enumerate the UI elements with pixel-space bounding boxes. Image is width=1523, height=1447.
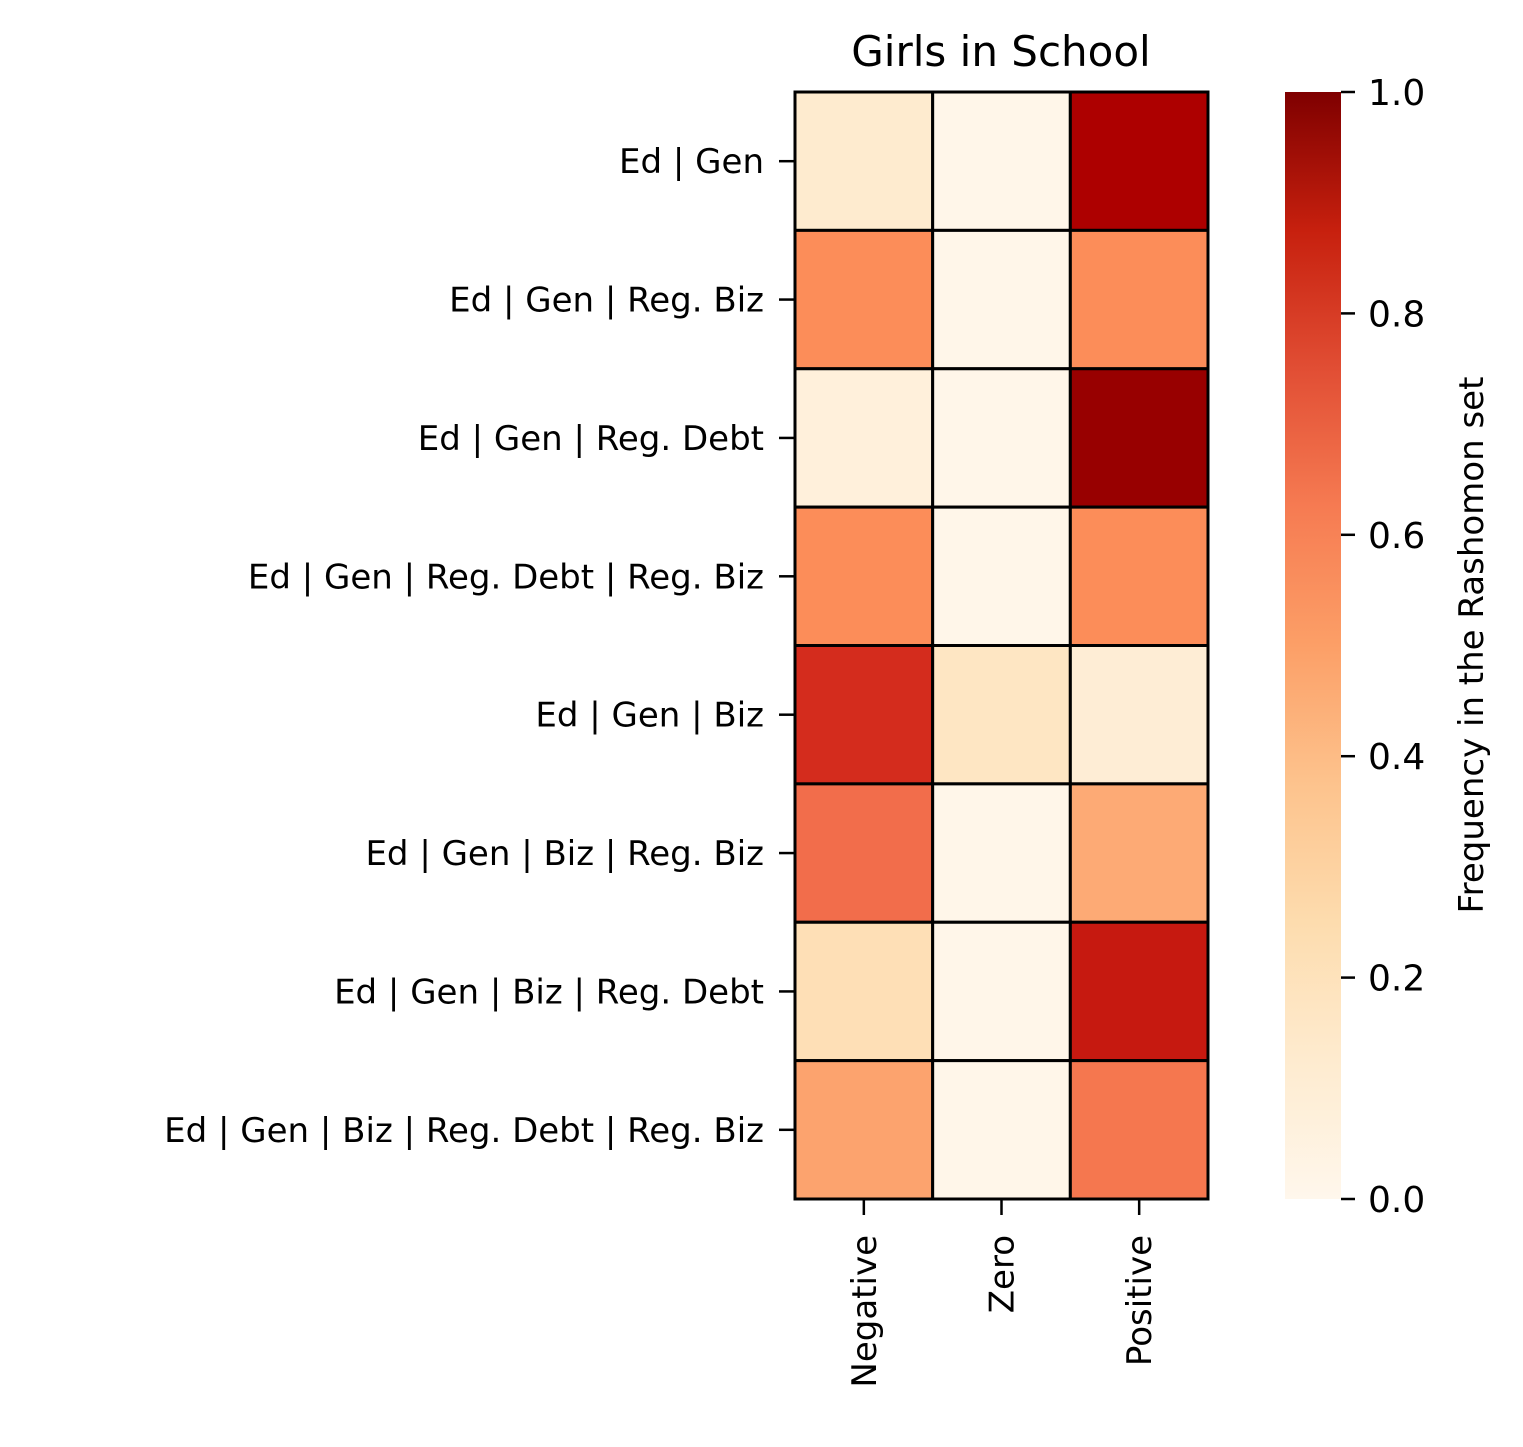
heatmap-cell [793, 90, 935, 232]
x-tick-label: Positive [1120, 1235, 1160, 1366]
heatmap-cell [1068, 1059, 1210, 1201]
y-tick-label: Ed | Gen | Biz | Reg. Biz [365, 834, 764, 874]
colorbar [1285, 92, 1341, 1199]
y-tick-label: Ed | Gen | Biz | Reg. Debt | Reg. Biz [164, 1111, 764, 1151]
colorbar-label: Frequency in the Rashomon set [1452, 377, 1492, 914]
y-tick-label: Ed | Gen [619, 142, 764, 182]
heatmap-cells [793, 90, 1210, 1201]
colorbar-tick-label: 0.8 [1368, 294, 1425, 335]
chart-title: Girls in School [851, 27, 1150, 76]
y-tick-label: Ed | Gen | Reg. Debt [418, 419, 764, 459]
heatmap-cell [931, 644, 1072, 786]
heatmap-cell [1068, 644, 1210, 786]
heatmap-cell [793, 782, 935, 924]
heatmap-cell [1068, 920, 1210, 1063]
colorbar-tick-label: 0.2 [1368, 959, 1425, 1000]
y-tick-label: Ed | Gen | Reg. Debt | Reg. Biz [248, 557, 764, 597]
colorbar-tick-label: 0.4 [1368, 737, 1425, 778]
y-tick-label: Ed | Gen | Biz [535, 696, 764, 736]
colorbar-tick-label: 0.0 [1368, 1180, 1425, 1221]
heatmap-cell [793, 367, 935, 509]
heatmap-cell [793, 1059, 935, 1201]
y-axis-labels: Ed | Gen Ed | Gen | Reg. Biz Ed | Gen | Re… [164, 142, 795, 1151]
heatmap-cell [1068, 782, 1210, 924]
y-tick-label: Ed | Gen | Reg. Biz [449, 281, 764, 321]
x-axis-labels: Negative Zero Positive [845, 1199, 1160, 1388]
heatmap-cell [931, 1059, 1072, 1201]
heatmap-cell [1068, 505, 1210, 647]
heatmap-cell [793, 228, 935, 371]
heatmap-cell [793, 920, 935, 1063]
colorbar-tick-label: 0.6 [1368, 516, 1425, 557]
x-tick-label: Negative [845, 1235, 885, 1388]
heatmap-cell [931, 920, 1072, 1063]
heatmap-cell [793, 644, 935, 786]
heatmap-cell [1068, 367, 1210, 509]
colorbar-tick-label: 1.0 [1368, 73, 1425, 114]
heatmap-cell [931, 505, 1072, 647]
x-tick-label: Zero [983, 1235, 1023, 1313]
y-tick-label: Ed | Gen | Biz | Reg. Debt [334, 972, 764, 1012]
heatmap-cell [793, 505, 935, 647]
colorbar-ticks: 0.0 0.2 0.4 0.6 0.8 1.0 [1341, 73, 1425, 1221]
heatmap-cell [1068, 90, 1210, 232]
heatmap-cell [1068, 228, 1210, 371]
plot-frame [794, 91, 1209, 1200]
heatmap-cell [931, 367, 1072, 509]
heatmap-cell [931, 782, 1072, 924]
heatmap-cell [931, 228, 1072, 371]
heatmap-cell [931, 90, 1072, 232]
